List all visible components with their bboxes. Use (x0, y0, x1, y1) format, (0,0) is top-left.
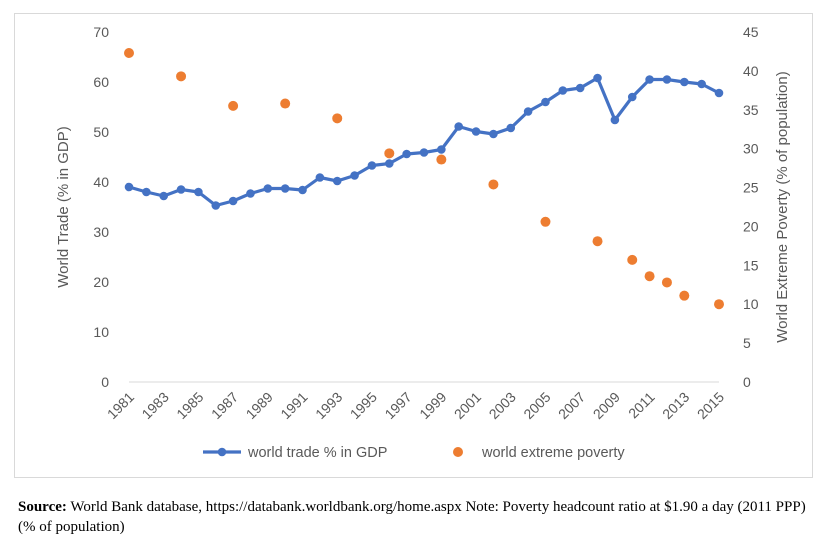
trade-data-point (402, 149, 411, 159)
poverty-data-point (679, 290, 690, 301)
y-left-axis-title: World Trade (% in GDP) (55, 126, 72, 287)
trade-data-point (384, 159, 394, 168)
x-tick-label: 2003 (486, 389, 519, 422)
x-tick-label: 1997 (381, 389, 414, 422)
x-tick-label: 1999 (416, 389, 449, 422)
x-tick-label: 2013 (659, 389, 692, 422)
trade-data-point (541, 97, 550, 107)
trade-data-point (280, 184, 290, 193)
y-right-tick-label: 40 (743, 63, 759, 79)
poverty-data-point (280, 98, 291, 109)
trade-data-point (298, 185, 307, 195)
source-note: Source: World Bank database, https://dat… (18, 497, 818, 537)
trade-data-point (679, 77, 689, 87)
x-tick-label: 1995 (347, 389, 380, 422)
y-left-tick-label: 70 (93, 24, 109, 40)
y-right-tick-label: 0 (743, 374, 751, 390)
trade-data-point (489, 129, 498, 139)
trade-data-point (263, 184, 273, 193)
trade-data-point (610, 115, 620, 125)
trade-data-point (419, 148, 429, 157)
x-tick-label: 2015 (694, 389, 727, 422)
x-tick-label: 2009 (590, 389, 623, 422)
poverty-data-point (644, 271, 655, 282)
x-tick-label: 2007 (555, 389, 588, 422)
poverty-data-point (384, 148, 395, 159)
x-tick-label: 1987 (208, 389, 241, 422)
poverty-data-point (714, 299, 724, 310)
trade-data-point (575, 83, 585, 93)
y-left-tick-label: 10 (93, 324, 109, 340)
y-right-tick-label: 20 (743, 218, 759, 234)
poverty-data-point (488, 179, 499, 190)
poverty-data-point (661, 277, 672, 288)
legend-trade-label: world trade % in GDP (247, 445, 387, 461)
trade-data-point (176, 185, 186, 194)
trade-data-point (714, 88, 724, 98)
legend-poverty-marker (453, 447, 463, 457)
x-tick-label: 2001 (451, 389, 484, 422)
y-left-tick-label: 20 (93, 274, 109, 290)
poverty-data-point (228, 100, 239, 111)
source-text: World Bank database, https://databank.wo… (18, 499, 806, 535)
poverty-data-point (436, 154, 447, 165)
trade-data-point (437, 145, 446, 154)
y-right-axis-title: World Extreme Poverty (% of population) (774, 71, 791, 343)
trade-data-point (211, 201, 221, 210)
trade-data-point (627, 92, 637, 102)
trade-data-point (124, 182, 134, 192)
y-right-tick-label: 45 (743, 24, 759, 40)
y-right-tick-label: 10 (743, 296, 759, 312)
y-left-tick-label: 60 (93, 74, 109, 90)
y-left-tick-label: 40 (93, 174, 109, 190)
x-tick-label: 1985 (173, 389, 206, 422)
poverty-data-point (176, 71, 187, 82)
trade-data-point (558, 86, 568, 95)
poverty-data-point (540, 216, 551, 227)
source-label: Source: (18, 499, 67, 515)
y-right-tick-label: 30 (743, 141, 759, 157)
trade-data-point (315, 173, 325, 182)
trade-data-point (246, 189, 255, 198)
y-left-tick-label: 30 (93, 224, 109, 240)
poverty-data-point (592, 236, 603, 247)
poverty-data-point (124, 48, 134, 58)
x-tick-label: 2005 (520, 389, 553, 422)
y-left-tick-label: 50 (93, 124, 109, 140)
y-right-tick-label: 15 (743, 257, 759, 273)
trade-data-point (228, 196, 238, 206)
poverty-data-point (332, 113, 343, 124)
trade-data-point (350, 171, 359, 180)
x-tick-label: 1993 (312, 389, 345, 422)
trade-data-point (454, 122, 464, 131)
trade-data-point (367, 161, 377, 170)
trade-data-point (506, 123, 516, 133)
y-left-tick-label: 0 (101, 374, 109, 390)
poverty-data-point (627, 254, 638, 265)
trade-data-point (662, 75, 672, 84)
legend-poverty-label: world extreme poverty (481, 445, 625, 461)
x-tick-label: 1991 (277, 389, 310, 422)
y-right-tick-label: 25 (743, 180, 759, 196)
trade-data-point (593, 73, 602, 83)
legend-trade-marker (217, 447, 227, 457)
x-tick-label: 1981 (104, 389, 137, 422)
x-tick-label: 2011 (625, 389, 658, 422)
trade-data-point (697, 79, 706, 89)
trade-data-point (194, 187, 203, 197)
x-tick-label: 1983 (138, 389, 171, 422)
chart-frame: 0 10 20 30 40 50 60 70 0 5 10 15 20 25 30 35 40 45 1981 198… (14, 13, 813, 478)
trade-data-point (159, 191, 169, 201)
trade-data-point (142, 187, 151, 197)
y-right-tick-label: 35 (743, 102, 759, 118)
trade-data-point (471, 127, 481, 136)
trade-data-point (645, 75, 654, 84)
trade-data-point (523, 107, 533, 116)
y-right-tick-label: 5 (743, 335, 751, 351)
trade-data-point (332, 176, 342, 186)
x-tick-label: 1989 (243, 389, 276, 422)
